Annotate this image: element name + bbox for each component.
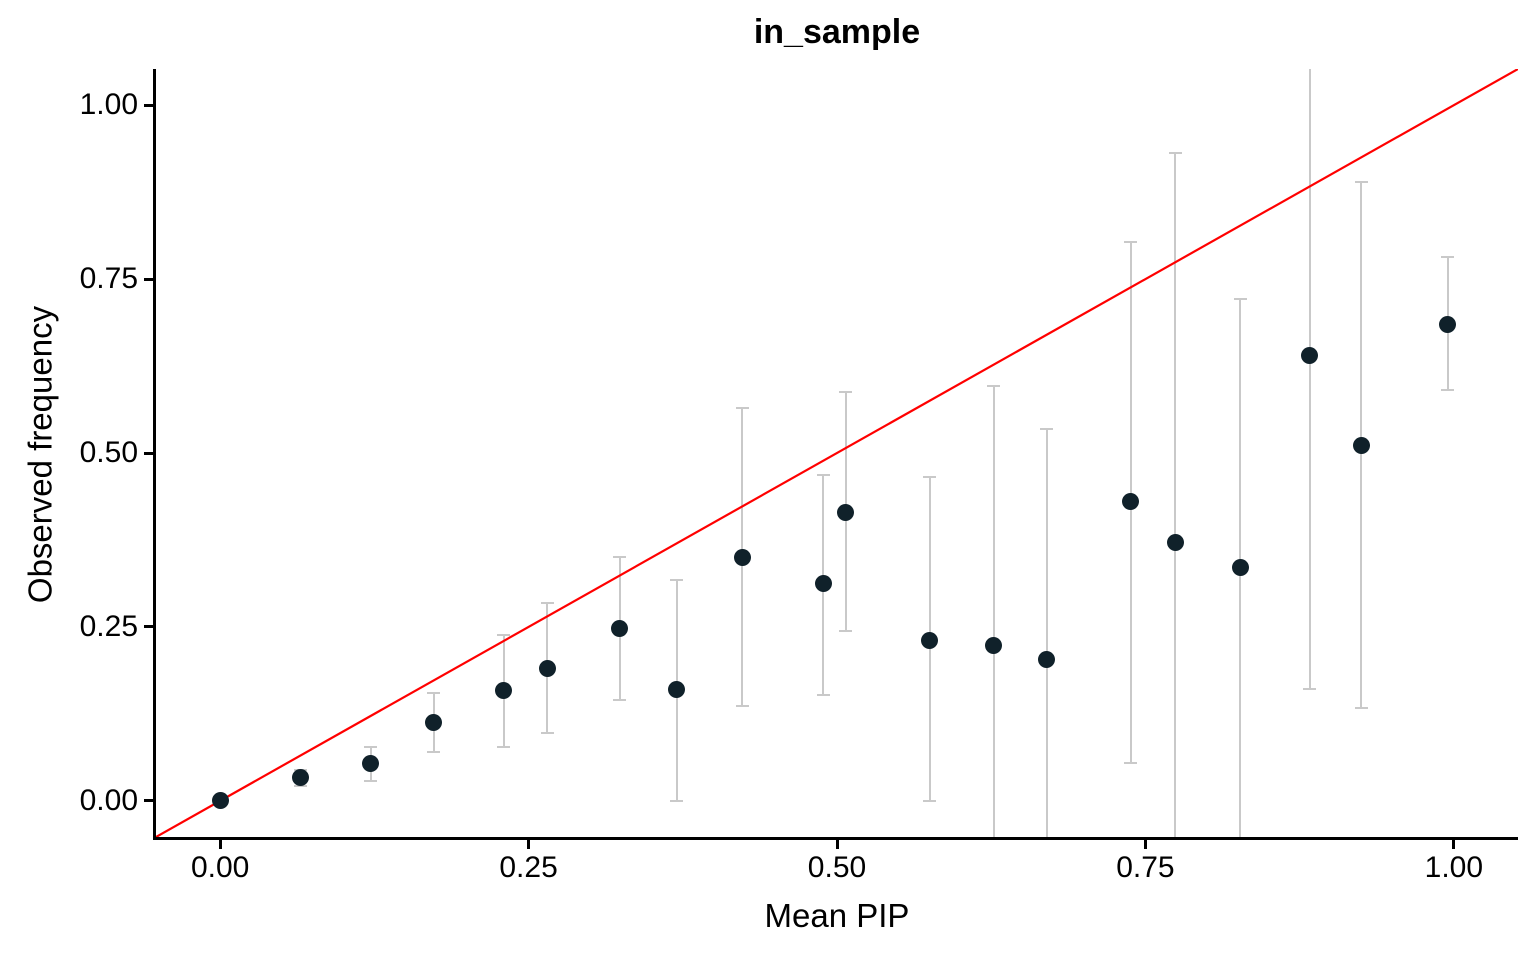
error-bar-cap-bottom (816, 694, 830, 697)
error-bar (992, 386, 995, 837)
x-tick-label: 0.50 (807, 851, 867, 884)
data-point (837, 504, 855, 522)
error-bar-cap-bottom (427, 751, 441, 754)
error-bar-cap-top (1124, 240, 1138, 243)
y-tick-mark (144, 625, 153, 629)
error-bar (1174, 153, 1177, 837)
x-tick-mark (835, 840, 839, 849)
error-bar-cap-top (1441, 255, 1455, 258)
identity-line (156, 69, 1518, 837)
error-bar-cap-top (540, 601, 554, 604)
data-point (1166, 533, 1184, 551)
x-tick-mark (527, 840, 531, 849)
error-bar-cap-top (1040, 428, 1054, 431)
data-point (1301, 347, 1318, 365)
error-bar-cap-bottom (364, 780, 378, 783)
data-point (1231, 558, 1249, 576)
error-bar-cap-top (923, 475, 937, 478)
x-tick-mark (218, 840, 222, 849)
y-tick-label: 1.00 (79, 88, 138, 122)
data-point (495, 682, 513, 700)
error-bar-cap-bottom (1124, 761, 1138, 764)
data-point (1038, 651, 1056, 669)
x-tick-mark (1452, 840, 1456, 849)
error-bar-cap-bottom (839, 630, 853, 633)
y-axis-title: Observed frequency (21, 305, 59, 604)
plot-panel (153, 69, 1518, 840)
error-bar-cap-bottom (670, 799, 684, 802)
y-tick-mark (144, 451, 153, 455)
data-point (291, 768, 309, 786)
data-point (538, 660, 556, 678)
error-bar-cap-top (1168, 152, 1182, 155)
y-tick-label: 0.75 (79, 262, 138, 296)
error-bar (1308, 69, 1311, 689)
error-bar-cap-bottom (613, 698, 627, 701)
error-bar-cap-bottom (735, 704, 749, 707)
data-point (1352, 436, 1370, 454)
data-point (1122, 493, 1140, 511)
data-point (1439, 315, 1457, 333)
x-tick-mark (1143, 840, 1147, 849)
error-bar-cap-top (613, 556, 627, 559)
y-tick-mark (144, 103, 153, 107)
data-point (668, 681, 686, 699)
y-tick-mark (144, 277, 153, 281)
y-tick-label: 0.00 (79, 783, 138, 817)
data-point (611, 619, 629, 637)
y-tick-label: 0.50 (79, 436, 138, 469)
error-bar-cap-top (497, 634, 511, 637)
error-bar-cap-top (816, 473, 830, 476)
data-point (211, 792, 229, 810)
error-bar-cap-bottom (1303, 687, 1316, 690)
error-bar-cap-top (1354, 181, 1368, 184)
error-bar-cap-top (670, 578, 684, 581)
error-bar-cap-top (364, 745, 378, 748)
data-point (921, 631, 939, 649)
error-bar-cap-top (1233, 297, 1247, 300)
error-bar-cap-bottom (923, 799, 937, 802)
error-bar-cap-top (735, 406, 749, 409)
y-tick-mark (144, 799, 153, 803)
error-bar-cap-bottom (293, 785, 307, 788)
x-tick-label: 0.25 (499, 851, 558, 884)
x-tick-label: 0.00 (190, 851, 250, 884)
data-point (425, 714, 443, 732)
plot-title: in_sample (753, 13, 921, 51)
error-bar-cap-top (839, 391, 853, 394)
data-point (814, 575, 832, 593)
y-tick-label: 0.25 (79, 609, 138, 643)
x-tick-label: 0.75 (1116, 851, 1175, 884)
x-tick-label: 1.00 (1424, 851, 1484, 884)
error-bar (1045, 429, 1048, 837)
error-bar-cap-bottom (1354, 706, 1368, 709)
error-bar-cap-bottom (1441, 388, 1455, 391)
data-point (362, 755, 380, 773)
error-bar-cap-top (427, 692, 441, 694)
error-bar-cap-top (987, 385, 1001, 388)
x-axis-title: Mean PIP (764, 897, 910, 934)
error-bar-cap-bottom (497, 746, 511, 749)
error-bar-cap-bottom (540, 731, 554, 734)
data-point (733, 548, 751, 566)
data-point (985, 636, 1003, 654)
